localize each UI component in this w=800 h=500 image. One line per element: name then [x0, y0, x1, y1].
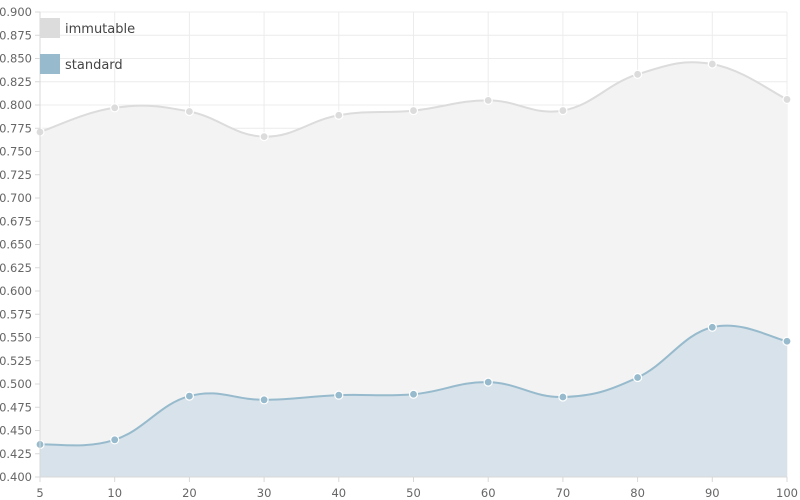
x-tick-label: 90 [705, 486, 720, 500]
data-point-immutable[interactable] [483, 95, 493, 105]
legend-label-immutable: immutable [65, 22, 135, 37]
y-tick-label: 0.450 [0, 424, 32, 438]
data-point-immutable[interactable] [782, 94, 792, 105]
y-tick-label: 0.500 [0, 377, 32, 391]
y-tick-label: 0.475 [0, 400, 32, 414]
y-tick-label: 0.725 [0, 168, 32, 182]
x-tick-label: 50 [406, 486, 421, 500]
series-points [35, 59, 792, 450]
data-point-standard[interactable] [110, 435, 120, 445]
series-areas [40, 62, 787, 478]
legend-label-standard: standard [65, 58, 123, 73]
data-point-standard[interactable] [259, 395, 269, 405]
data-point-immutable[interactable] [184, 106, 194, 117]
data-point-immutable[interactable] [408, 105, 419, 116]
x-tick-label: 40 [331, 486, 346, 500]
y-tick-label: 0.875 [0, 28, 32, 42]
x-tick-label: 80 [630, 486, 645, 500]
x-tick-label: 100 [776, 486, 798, 500]
data-point-standard[interactable] [558, 392, 568, 402]
data-point-immutable[interactable] [259, 132, 269, 142]
x-tick-label: 5 [36, 486, 43, 500]
y-tick-label: 0.425 [0, 447, 32, 461]
data-point-immutable[interactable] [707, 59, 717, 69]
data-point-standard[interactable] [707, 322, 717, 332]
legend: immutable standard [40, 18, 135, 74]
x-tick-label: 70 [556, 486, 571, 500]
data-point-standard[interactable] [408, 389, 419, 399]
data-point-standard[interactable] [782, 336, 792, 346]
data-point-immutable[interactable] [110, 103, 120, 113]
y-tick-label: 0.550 [0, 331, 32, 345]
y-tick-label: 0.800 [0, 98, 32, 112]
y-tick-label: 0.575 [0, 307, 32, 321]
y-tick-label: 0.600 [0, 284, 32, 298]
y-tick-label: 0.750 [0, 145, 32, 159]
data-point-standard[interactable] [334, 390, 344, 400]
data-point-immutable[interactable] [632, 69, 643, 79]
y-tick-label: 0.625 [0, 261, 32, 275]
legend-swatch-immutable [40, 18, 60, 38]
y-tick-label: 0.650 [0, 238, 32, 252]
y-tick-label: 0.700 [0, 191, 32, 205]
data-point-immutable[interactable] [558, 105, 568, 116]
y-tick-label: 0.775 [0, 121, 32, 135]
data-point-standard[interactable] [483, 377, 493, 387]
y-tick-label: 0.525 [0, 354, 32, 368]
y-tick-label: 0.825 [0, 75, 32, 89]
series-area-immutable [40, 62, 787, 478]
data-point-standard[interactable] [632, 372, 643, 383]
data-point-immutable[interactable] [334, 110, 344, 120]
y-tick-label: 0.850 [0, 52, 32, 66]
x-tick-label: 10 [107, 486, 122, 500]
axes: 0.400 0.425 0.450 0.475 0.500 0.525 0.550 0.575… [0, 5, 798, 500]
x-tick-label: 60 [481, 486, 496, 500]
series-area-standard [40, 325, 787, 477]
x-tick-label: 20 [182, 486, 197, 500]
y-tick-label: 0.900 [0, 5, 32, 19]
y-tick-label: 0.400 [0, 470, 32, 484]
data-point-standard[interactable] [184, 391, 194, 401]
legend-swatch-standard [40, 54, 60, 74]
x-tick-label: 30 [257, 486, 272, 500]
y-tick-label: 0.675 [0, 214, 32, 228]
